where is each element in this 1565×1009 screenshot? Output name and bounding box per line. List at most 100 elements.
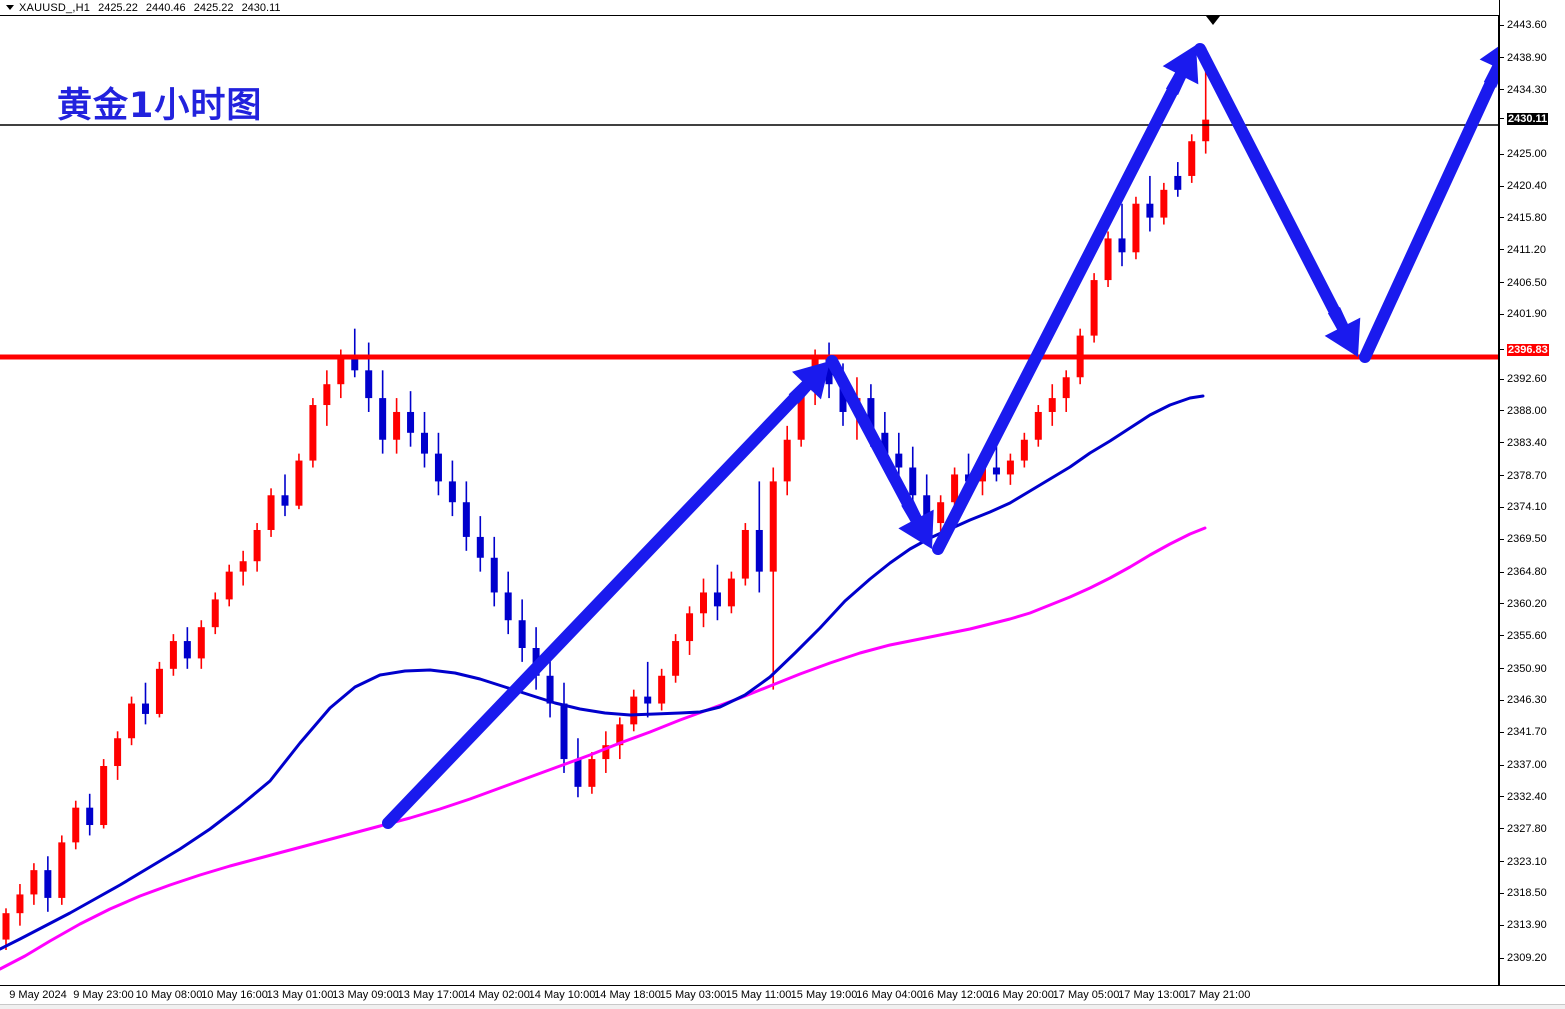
time-axis-tick-label: 17 May 13:00 — [1118, 989, 1185, 1001]
tick-dash-icon — [1500, 635, 1504, 637]
price-axis-tick: 2425.00 — [1500, 147, 1547, 161]
tick-dash-icon — [1500, 185, 1504, 187]
ohlc-values: 2425.22 2440.46 2425.22 2430.11 — [98, 2, 285, 14]
price-axis-tick: 2415.80 — [1500, 211, 1547, 225]
time-axis-tick-label: 15 May 19:00 — [790, 989, 858, 1001]
price-axis-tick-label: 2327.80 — [1507, 822, 1547, 835]
tick-dash-icon — [1500, 603, 1504, 605]
price-axis-tick: 2374.10 — [1500, 500, 1547, 514]
price-axis-tick-label: 2415.80 — [1507, 211, 1547, 224]
tick-dash-icon — [1500, 249, 1504, 251]
price-axis-tick: 2364.80 — [1500, 565, 1547, 579]
tick-dash-icon — [1500, 410, 1504, 412]
price-axis-tick-label: 2392.60 — [1507, 373, 1547, 386]
price-axis-tick-label: 2346.30 — [1507, 694, 1547, 707]
tick-dash-icon — [1500, 892, 1504, 894]
tick-dash-icon — [1500, 538, 1504, 540]
price-axis-tick-label: 2313.90 — [1507, 919, 1547, 932]
price-axis-tick: 2438.90 — [1500, 51, 1547, 65]
price-axis-tick: 2434.30 — [1500, 83, 1547, 97]
price-axis-tick: 2327.80 — [1500, 822, 1547, 836]
time-axis-tick-label: 16 May 04:00 — [856, 989, 923, 1001]
tick-dash-icon — [1500, 282, 1504, 284]
time-axis-tick-label: 15 May 11:00 — [725, 989, 792, 1001]
price-axis-tick-label: 2369.50 — [1507, 533, 1547, 546]
low-value: 2425.22 — [193, 1, 234, 14]
time-axis-tick-label: 17 May 05:00 — [1052, 989, 1120, 1001]
time-axis-tick-label: 14 May 10:00 — [528, 989, 596, 1001]
tick-dash-icon — [1500, 89, 1504, 91]
price-axis-tick: 2346.30 — [1500, 693, 1547, 707]
price-axis-tick-label: 2378.70 — [1507, 469, 1547, 482]
time-axis-tick-label: 13 May 01:00 — [266, 989, 334, 1001]
price-axis-tick-label: 2438.90 — [1507, 51, 1547, 64]
tick-dash-icon — [1500, 731, 1504, 733]
tick-dash-icon — [1500, 699, 1504, 701]
price-axis-tick-label: 2383.40 — [1507, 436, 1547, 449]
tick-dash-icon — [1500, 571, 1504, 573]
tick-dash-icon — [1500, 313, 1504, 315]
price-axis-tick-label: 2364.80 — [1507, 566, 1547, 579]
time-axis-tick-label: 13 May 09:00 — [332, 989, 399, 1001]
price-axis-tick: 2355.60 — [1500, 629, 1547, 643]
price-axis-tick-label: 2420.40 — [1507, 180, 1547, 193]
price-axis-tick: 2378.70 — [1500, 469, 1547, 483]
tick-dash-icon — [1500, 796, 1504, 798]
open-value: 2425.22 — [98, 1, 138, 14]
price-axis-tick-label: 2350.90 — [1507, 662, 1547, 675]
close-value: 2430.11 — [241, 1, 281, 14]
price-axis-tick-label: 2337.00 — [1507, 759, 1547, 771]
price-axis-tick-label: 2434.30 — [1507, 83, 1547, 96]
tick-dash-icon — [1500, 668, 1504, 670]
tick-dash-icon — [1500, 24, 1504, 26]
tick-dash-icon — [1500, 475, 1504, 477]
price-axis-tick: 2360.20 — [1500, 597, 1547, 611]
tick-dash-icon — [1500, 764, 1504, 766]
price-level-lines — [0, 124, 1498, 360]
high-value: 2440.46 — [145, 1, 186, 14]
time-axis-tick-label: 10 May 08:00 — [135, 989, 203, 1001]
time-axis-tick-label: 14 May 02:00 — [463, 989, 530, 1001]
tick-dash-icon — [1500, 153, 1504, 155]
price-axis-tick: 2332.40 — [1500, 790, 1547, 804]
price-axis-tick: 2411.20 — [1500, 243, 1546, 257]
triangle-down-marker — [1206, 16, 1220, 25]
status-strip — [0, 1004, 1565, 1009]
price-axis-tick-label: 2318.50 — [1507, 887, 1547, 900]
price-axis-tick-label: 2406.50 — [1507, 276, 1547, 289]
candlestick-series — [2, 47, 1210, 950]
time-axis-tick-label: 9 May 23:00 — [73, 989, 134, 1001]
tick-dash-icon — [1500, 349, 1504, 351]
chart-plot-area[interactable]: 黄金1小时图 — [0, 15, 1499, 985]
time-axis-tick-label: 17 May 21:00 — [1183, 989, 1251, 1001]
price-axis-tick-label: 2425.00 — [1507, 148, 1547, 161]
tick-dash-icon — [1500, 378, 1504, 380]
symbol-label: XAUUSD_,H1 — [19, 1, 91, 14]
tick-dash-icon — [1500, 957, 1504, 959]
price-axis-tick: 2318.50 — [1500, 886, 1547, 900]
time-axis-tick-label: 16 May 12:00 — [921, 989, 989, 1001]
price-axis-tick-label: 2443.60 — [1507, 19, 1547, 31]
chart-canvas — [0, 16, 1498, 971]
time-axis-tick-label: 16 May 20:00 — [987, 989, 1054, 1001]
time-axis-tick-label: 10 May 16:00 — [201, 989, 268, 1001]
tick-dash-icon — [1500, 506, 1504, 508]
price-axis-tick-label: 2309.20 — [1507, 952, 1547, 964]
ma-fast-line — [0, 394, 1205, 951]
price-axis-tick: 2313.90 — [1500, 918, 1547, 932]
caret-down-icon[interactable] — [6, 5, 14, 10]
chart-header-bar: XAUUSD_,H1 2425.22 2440.46 2425.22 2430.… — [0, 0, 1565, 16]
price-axis-tick-label: 2360.20 — [1507, 597, 1547, 610]
price-axis-tick: 2383.40 — [1500, 436, 1547, 450]
price-axis-tick-label: 2388.00 — [1507, 404, 1547, 417]
price-axis[interactable]: 2443.60 2438.90 2434.30 2430.11 2425.00 2420.… — [1499, 0, 1565, 985]
tick-dash-icon — [1500, 217, 1504, 219]
price-axis-tick: 2392.60 — [1500, 372, 1547, 386]
price-axis-tick: 2396.83 — [1500, 343, 1549, 357]
ma-slow-line — [0, 526, 1207, 971]
tick-dash-icon — [1500, 442, 1504, 444]
price-axis-tick: 2309.20 — [1500, 951, 1547, 965]
price-axis-tick: 2341.70 — [1500, 725, 1547, 739]
tick-dash-icon — [1500, 828, 1504, 830]
